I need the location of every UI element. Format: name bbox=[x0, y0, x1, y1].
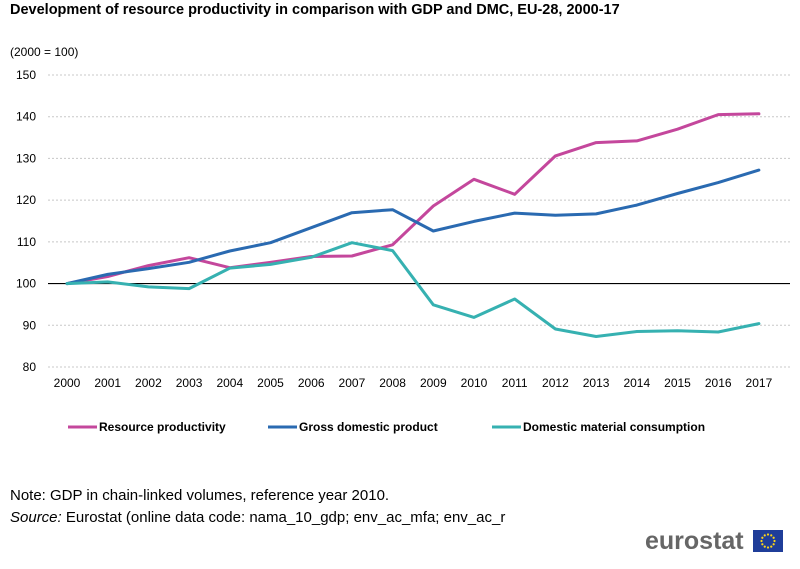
flag-star bbox=[761, 536, 764, 539]
legend-label: Domestic material consumption bbox=[523, 420, 705, 434]
series-line-domestic-material-consumption bbox=[65, 241, 761, 338]
x-tick-label: 2015 bbox=[664, 376, 691, 390]
line-chart: 80 90 100 110 120 130 140 150 2000 2001 2002 2003 20… bbox=[16, 68, 790, 434]
y-tick-label: 100 bbox=[16, 277, 36, 291]
flag-star bbox=[763, 545, 766, 548]
x-tick-label: 2013 bbox=[583, 376, 610, 390]
flag-star bbox=[773, 539, 776, 543]
source-text: Eurostat (online data code: nama_10_gdp;… bbox=[61, 509, 506, 526]
flag-star bbox=[772, 543, 775, 546]
x-tick-label: 2001 bbox=[94, 376, 121, 390]
legend-label: Gross domestic product bbox=[299, 420, 438, 434]
flag-star bbox=[763, 534, 766, 537]
x-tick-label: 2014 bbox=[623, 376, 650, 390]
x-tick-label: 2003 bbox=[176, 376, 203, 390]
y-tick-label: 110 bbox=[17, 235, 36, 249]
y-tick-label: 80 bbox=[23, 360, 37, 374]
legend-label: Resource productivity bbox=[99, 420, 226, 434]
x-tick-label: 2005 bbox=[257, 376, 284, 390]
flag-star bbox=[766, 546, 770, 549]
flag-star bbox=[770, 545, 773, 548]
chart-subtitle: (2000 = 100) bbox=[10, 45, 79, 59]
x-tick-label: 2000 bbox=[54, 376, 81, 390]
flag-star bbox=[761, 543, 764, 546]
series-line-resource-productivity bbox=[65, 112, 761, 286]
x-tick-label: 2008 bbox=[379, 376, 406, 390]
flag-star bbox=[766, 533, 770, 536]
y-tick-label: 120 bbox=[16, 193, 36, 207]
series-line-gross-domestic-product bbox=[65, 168, 761, 286]
eurostat-logo: eurostat bbox=[645, 527, 744, 555]
x-tick-label: 2009 bbox=[420, 376, 447, 390]
flag-star bbox=[760, 539, 763, 543]
x-tick-label: 2002 bbox=[135, 376, 162, 390]
flag-star bbox=[770, 534, 773, 537]
x-tick-label: 2012 bbox=[542, 376, 569, 390]
x-tick-label: 2017 bbox=[746, 376, 773, 390]
x-tick-label: 2004 bbox=[216, 376, 243, 390]
y-tick-label: 140 bbox=[16, 110, 36, 124]
eu-flag-icon bbox=[753, 530, 783, 552]
x-tick-label: 2016 bbox=[705, 376, 732, 390]
flag-star bbox=[772, 536, 775, 539]
chart-title: Development of resource productivity in … bbox=[10, 2, 620, 18]
x-tick-label: 2011 bbox=[502, 376, 528, 390]
x-tick-label: 2007 bbox=[339, 376, 366, 390]
source-label: Source: bbox=[10, 509, 62, 526]
x-tick-label: 2010 bbox=[461, 376, 488, 390]
chart-source: Source: Eurostat (online data code: nama… bbox=[10, 509, 505, 526]
y-tick-label: 150 bbox=[16, 68, 36, 82]
y-tick-label: 90 bbox=[23, 318, 37, 332]
chart-note: Note: GDP in chain-linked volumes, refer… bbox=[10, 487, 390, 504]
x-tick-label: 2006 bbox=[298, 376, 325, 390]
y-tick-label: 130 bbox=[16, 151, 36, 165]
